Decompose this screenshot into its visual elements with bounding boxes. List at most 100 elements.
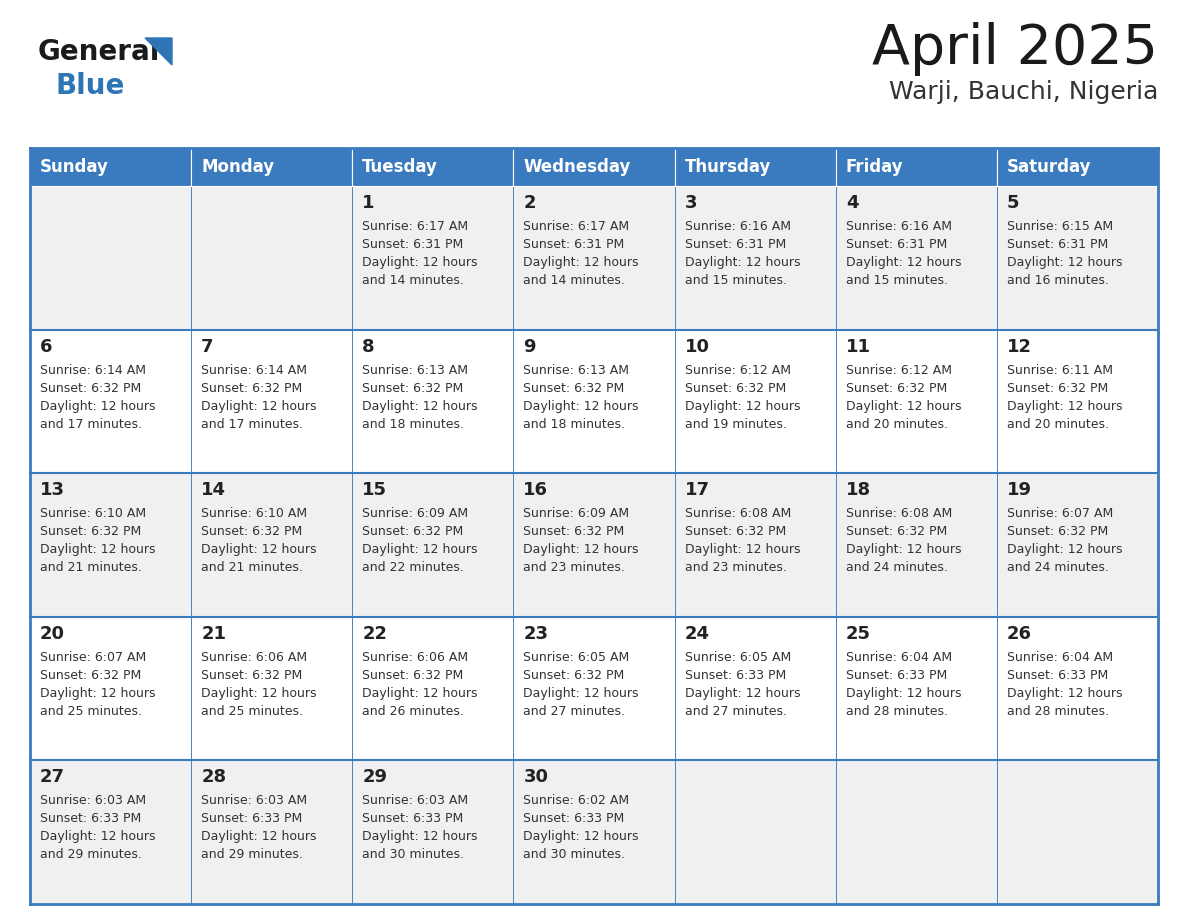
- Text: and 21 minutes.: and 21 minutes.: [40, 561, 141, 574]
- Text: and 18 minutes.: and 18 minutes.: [524, 418, 625, 431]
- Text: Sunrise: 6:09 AM: Sunrise: 6:09 AM: [524, 508, 630, 521]
- Text: Sunrise: 6:06 AM: Sunrise: 6:06 AM: [201, 651, 308, 664]
- Text: Sunset: 6:32 PM: Sunset: 6:32 PM: [40, 525, 141, 538]
- Text: Sunset: 6:32 PM: Sunset: 6:32 PM: [524, 525, 625, 538]
- Text: Sunrise: 6:10 AM: Sunrise: 6:10 AM: [40, 508, 146, 521]
- Text: Daylight: 12 hours: Daylight: 12 hours: [846, 399, 961, 412]
- Text: Sunrise: 6:15 AM: Sunrise: 6:15 AM: [1007, 220, 1113, 233]
- Bar: [835, 473, 997, 617]
- Bar: [353, 330, 513, 473]
- Bar: [191, 760, 353, 904]
- Text: and 24 minutes.: and 24 minutes.: [1007, 561, 1108, 574]
- Text: Wednesday: Wednesday: [524, 158, 631, 176]
- Text: Daylight: 12 hours: Daylight: 12 hours: [524, 399, 639, 412]
- Text: Sunset: 6:32 PM: Sunset: 6:32 PM: [201, 669, 303, 682]
- Text: Sunrise: 6:17 AM: Sunrise: 6:17 AM: [524, 220, 630, 233]
- Bar: [835, 186, 997, 330]
- Text: 1: 1: [362, 194, 374, 212]
- Text: 2: 2: [524, 194, 536, 212]
- Bar: [30, 473, 191, 617]
- Text: Sunset: 6:32 PM: Sunset: 6:32 PM: [362, 525, 463, 538]
- Text: Sunset: 6:31 PM: Sunset: 6:31 PM: [362, 238, 463, 251]
- Text: Sunrise: 6:13 AM: Sunrise: 6:13 AM: [362, 364, 468, 376]
- Bar: [835, 760, 997, 904]
- Text: and 24 minutes.: and 24 minutes.: [846, 561, 948, 574]
- Text: Sunrise: 6:14 AM: Sunrise: 6:14 AM: [40, 364, 146, 376]
- Text: Daylight: 12 hours: Daylight: 12 hours: [40, 399, 156, 412]
- Text: 16: 16: [524, 481, 549, 499]
- Text: and 25 minutes.: and 25 minutes.: [201, 705, 303, 718]
- Text: Sunset: 6:33 PM: Sunset: 6:33 PM: [201, 812, 303, 825]
- Bar: [353, 473, 513, 617]
- Text: Sunrise: 6:09 AM: Sunrise: 6:09 AM: [362, 508, 468, 521]
- Text: Saturday: Saturday: [1007, 158, 1092, 176]
- Text: 25: 25: [846, 625, 871, 643]
- Bar: [835, 148, 997, 186]
- Text: 7: 7: [201, 338, 214, 355]
- Text: Daylight: 12 hours: Daylight: 12 hours: [362, 543, 478, 556]
- Text: Daylight: 12 hours: Daylight: 12 hours: [684, 687, 800, 700]
- Text: Sunrise: 6:05 AM: Sunrise: 6:05 AM: [684, 651, 791, 664]
- Text: Sunset: 6:32 PM: Sunset: 6:32 PM: [1007, 525, 1108, 538]
- Text: Sunset: 6:31 PM: Sunset: 6:31 PM: [1007, 238, 1108, 251]
- Text: Sunset: 6:32 PM: Sunset: 6:32 PM: [684, 382, 785, 395]
- Bar: [997, 148, 1158, 186]
- Text: Sunrise: 6:07 AM: Sunrise: 6:07 AM: [40, 651, 146, 664]
- Text: Sunset: 6:31 PM: Sunset: 6:31 PM: [846, 238, 947, 251]
- Text: and 23 minutes.: and 23 minutes.: [524, 561, 625, 574]
- Text: and 14 minutes.: and 14 minutes.: [524, 274, 625, 287]
- Text: Sunset: 6:32 PM: Sunset: 6:32 PM: [201, 382, 303, 395]
- Text: Daylight: 12 hours: Daylight: 12 hours: [40, 687, 156, 700]
- Text: Daylight: 12 hours: Daylight: 12 hours: [684, 399, 800, 412]
- Text: and 27 minutes.: and 27 minutes.: [524, 705, 625, 718]
- Text: Sunrise: 6:16 AM: Sunrise: 6:16 AM: [846, 220, 952, 233]
- Text: and 15 minutes.: and 15 minutes.: [846, 274, 948, 287]
- Text: Sunset: 6:32 PM: Sunset: 6:32 PM: [524, 382, 625, 395]
- Text: Sunrise: 6:03 AM: Sunrise: 6:03 AM: [201, 794, 308, 808]
- Bar: [997, 186, 1158, 330]
- Bar: [30, 330, 191, 473]
- Text: Sunset: 6:33 PM: Sunset: 6:33 PM: [524, 812, 625, 825]
- Text: and 18 minutes.: and 18 minutes.: [362, 418, 465, 431]
- Text: Daylight: 12 hours: Daylight: 12 hours: [1007, 256, 1123, 269]
- Text: Daylight: 12 hours: Daylight: 12 hours: [684, 543, 800, 556]
- Text: Sunset: 6:32 PM: Sunset: 6:32 PM: [846, 525, 947, 538]
- Bar: [30, 186, 191, 330]
- Text: and 26 minutes.: and 26 minutes.: [362, 705, 465, 718]
- Bar: [191, 148, 353, 186]
- Text: and 20 minutes.: and 20 minutes.: [1007, 418, 1108, 431]
- Bar: [675, 760, 835, 904]
- Bar: [353, 760, 513, 904]
- Text: and 29 minutes.: and 29 minutes.: [201, 848, 303, 861]
- Text: Sunset: 6:32 PM: Sunset: 6:32 PM: [846, 382, 947, 395]
- Text: Sunset: 6:32 PM: Sunset: 6:32 PM: [362, 669, 463, 682]
- Text: 5: 5: [1007, 194, 1019, 212]
- Text: Daylight: 12 hours: Daylight: 12 hours: [524, 543, 639, 556]
- Text: 18: 18: [846, 481, 871, 499]
- Text: Daylight: 12 hours: Daylight: 12 hours: [362, 399, 478, 412]
- Text: Daylight: 12 hours: Daylight: 12 hours: [201, 831, 317, 844]
- Text: and 14 minutes.: and 14 minutes.: [362, 274, 465, 287]
- Bar: [513, 186, 675, 330]
- Bar: [675, 617, 835, 760]
- Text: Sunrise: 6:02 AM: Sunrise: 6:02 AM: [524, 794, 630, 808]
- Text: Sunrise: 6:03 AM: Sunrise: 6:03 AM: [40, 794, 146, 808]
- Text: Daylight: 12 hours: Daylight: 12 hours: [201, 687, 317, 700]
- Text: Sunset: 6:32 PM: Sunset: 6:32 PM: [40, 669, 141, 682]
- Text: Daylight: 12 hours: Daylight: 12 hours: [524, 256, 639, 269]
- Text: 6: 6: [40, 338, 52, 355]
- Bar: [513, 148, 675, 186]
- Bar: [835, 330, 997, 473]
- Text: Sunrise: 6:10 AM: Sunrise: 6:10 AM: [201, 508, 308, 521]
- Text: Sunset: 6:33 PM: Sunset: 6:33 PM: [40, 812, 141, 825]
- Text: Sunrise: 6:12 AM: Sunrise: 6:12 AM: [684, 364, 790, 376]
- Text: and 17 minutes.: and 17 minutes.: [201, 418, 303, 431]
- Bar: [997, 330, 1158, 473]
- Bar: [513, 760, 675, 904]
- Text: and 16 minutes.: and 16 minutes.: [1007, 274, 1108, 287]
- Bar: [835, 617, 997, 760]
- Text: Daylight: 12 hours: Daylight: 12 hours: [684, 256, 800, 269]
- Text: Sunset: 6:32 PM: Sunset: 6:32 PM: [1007, 382, 1108, 395]
- Text: and 17 minutes.: and 17 minutes.: [40, 418, 143, 431]
- Text: 10: 10: [684, 338, 709, 355]
